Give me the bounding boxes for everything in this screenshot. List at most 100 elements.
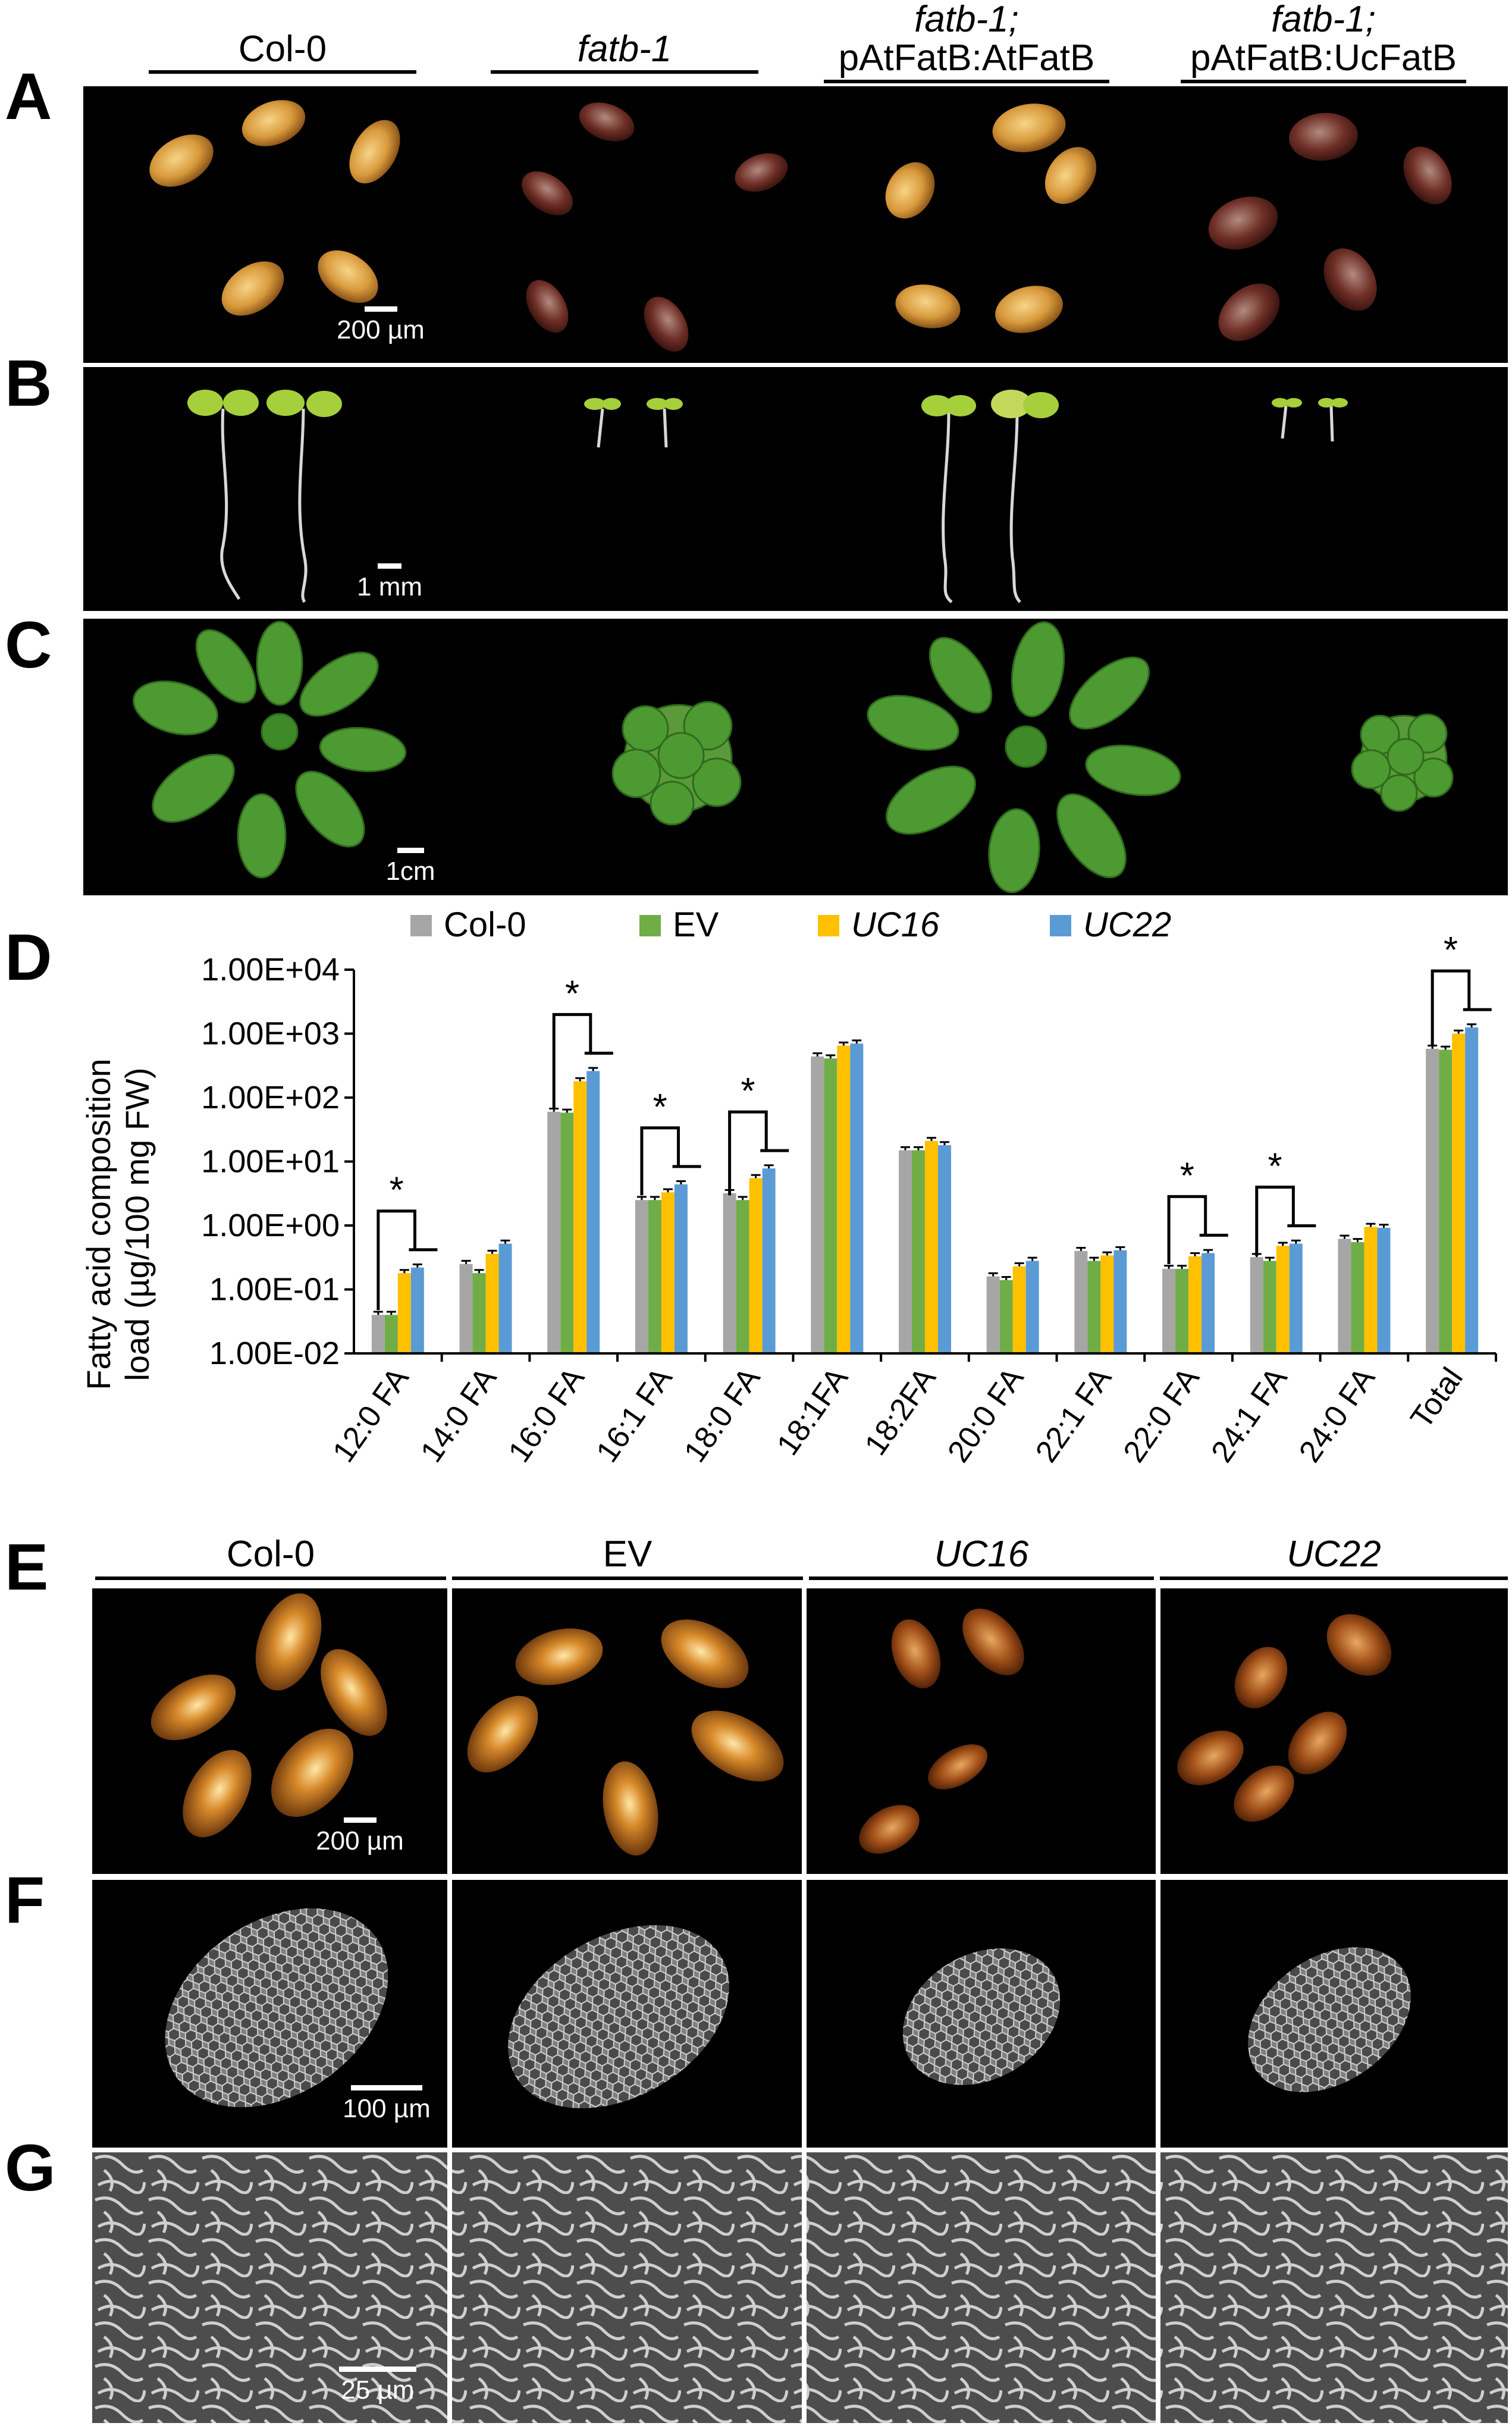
bar xyxy=(1289,1243,1303,1353)
scale-bar-b: 1 mm xyxy=(345,563,434,602)
panel-a-seed-photo: 200 µm xyxy=(83,86,1508,363)
scale-bar-e: 200 µm xyxy=(300,1817,419,1856)
panel-divider xyxy=(802,1588,807,2426)
significance-bracket xyxy=(728,1110,768,1196)
significance-star: * xyxy=(741,1071,755,1112)
x-tick-label: 24:1 FA xyxy=(1204,1361,1294,1468)
significance-bracket xyxy=(377,1209,416,1311)
bar xyxy=(1100,1255,1114,1353)
bar xyxy=(1012,1266,1026,1353)
bar xyxy=(1025,1261,1039,1353)
bar xyxy=(1202,1253,1215,1353)
header-underline xyxy=(809,1576,1154,1580)
header-underline xyxy=(1181,80,1466,83)
header-underline xyxy=(824,80,1109,83)
bar xyxy=(1364,1227,1378,1353)
bar xyxy=(573,1081,587,1353)
legend-swatch xyxy=(818,915,839,936)
sem-seed-images xyxy=(165,1908,1411,2108)
bar xyxy=(661,1192,675,1353)
bar xyxy=(459,1264,473,1353)
significance-bracket xyxy=(552,1013,592,1108)
bar xyxy=(1162,1268,1176,1353)
bar xyxy=(547,1111,561,1353)
panel-divider xyxy=(1156,1588,1160,2426)
line-header-uc16: UC16 xyxy=(934,1534,1029,1575)
bar xyxy=(635,1200,648,1353)
fatty-acid-chart: Col-0 EV UC16 UC22 1.00E-02 1.00E-01 1.00E+00… xyxy=(80,905,1497,1469)
scale-bar-g: 25 µm xyxy=(327,2367,428,2405)
significance-bracket xyxy=(1167,1195,1207,1264)
bar xyxy=(674,1184,688,1353)
y-tick-label: 1.00E-02 xyxy=(209,1336,340,1371)
header-underline xyxy=(491,70,758,74)
bar xyxy=(1074,1250,1088,1353)
bar xyxy=(938,1145,951,1353)
col0-seeds xyxy=(149,100,400,316)
panel-label-c: C xyxy=(5,609,52,682)
y-axis-label: Fatty acid composition xyxy=(80,1058,117,1390)
legend-label: Col-0 xyxy=(444,905,526,944)
legend-label: EV xyxy=(673,905,719,944)
col0-rosette xyxy=(133,620,407,879)
bar xyxy=(749,1178,763,1353)
panel-f-sem-photo: 100 µm xyxy=(92,1880,1508,2148)
seedling-images xyxy=(187,390,1348,603)
legend-label: UC16 xyxy=(851,905,940,944)
seed-images-lines xyxy=(150,1593,1392,1856)
header-underline xyxy=(452,1576,803,1580)
legend-swatch xyxy=(1050,915,1071,936)
line-header-col0: Col-0 xyxy=(226,1534,315,1575)
sem-surface-images xyxy=(92,2152,1508,2423)
bar xyxy=(586,1071,600,1353)
bar xyxy=(1276,1246,1290,1353)
bar xyxy=(384,1315,398,1353)
panel-divider xyxy=(447,1588,452,2426)
x-tick-label: 14:0 FA xyxy=(414,1361,503,1468)
x-tick-label: 16:0 FA xyxy=(502,1361,591,1468)
atfatb-complement-rosette xyxy=(867,621,1181,894)
panel-label-g: G xyxy=(5,2132,56,2205)
y-tick-label: 1.00E+02 xyxy=(201,1080,340,1115)
x-tick-label: 18:0 FA xyxy=(677,1361,767,1468)
seed-images xyxy=(149,100,1452,352)
significance-star: * xyxy=(565,973,579,1014)
header-underline xyxy=(149,70,416,74)
x-tick-label: 18:1FA xyxy=(770,1361,855,1462)
significance-bracket xyxy=(1431,969,1471,1045)
bar xyxy=(485,1253,499,1353)
header-underline xyxy=(1160,1576,1508,1580)
significance-star: * xyxy=(1180,1155,1194,1196)
bar xyxy=(912,1150,925,1353)
rosette-images xyxy=(133,620,1454,894)
panel-label-d: D xyxy=(5,921,52,994)
scale-bar-a: 200 µm xyxy=(321,306,440,345)
bar xyxy=(1377,1227,1391,1353)
bar xyxy=(397,1273,411,1353)
bar xyxy=(1439,1049,1453,1353)
scale-bar-c: 1cm xyxy=(369,848,452,886)
genotype-header-ucfatb-complement: fatb-1; pAtFatB:UcFatB xyxy=(1190,0,1457,79)
bar xyxy=(648,1200,661,1353)
legend-swatch xyxy=(410,915,432,936)
bar xyxy=(1087,1261,1101,1353)
bar xyxy=(1113,1250,1127,1353)
atfatb-complement-seeds xyxy=(885,104,1097,333)
bar xyxy=(1175,1268,1189,1353)
genotype-header-col0: Col-0 xyxy=(238,29,327,70)
bar xyxy=(850,1043,864,1353)
legend-swatch xyxy=(639,915,661,936)
ucfatb-complement-rosette xyxy=(1351,713,1454,812)
significance-star: * xyxy=(653,1087,667,1128)
panel-label-a: A xyxy=(5,60,52,133)
y-tick-label: 1.00E+04 xyxy=(201,952,340,988)
x-tick-label: 24:0 FA xyxy=(1293,1361,1382,1468)
y-axis-label-units: load (µg/100 mg FW) xyxy=(118,1067,156,1381)
bar xyxy=(925,1140,938,1353)
significance-bracket xyxy=(640,1126,680,1196)
bar xyxy=(560,1112,574,1353)
bar xyxy=(899,1150,912,1353)
legend-label: UC22 xyxy=(1083,905,1171,944)
bar xyxy=(1188,1256,1202,1353)
y-tick-label: 1.00E+03 xyxy=(201,1016,340,1052)
